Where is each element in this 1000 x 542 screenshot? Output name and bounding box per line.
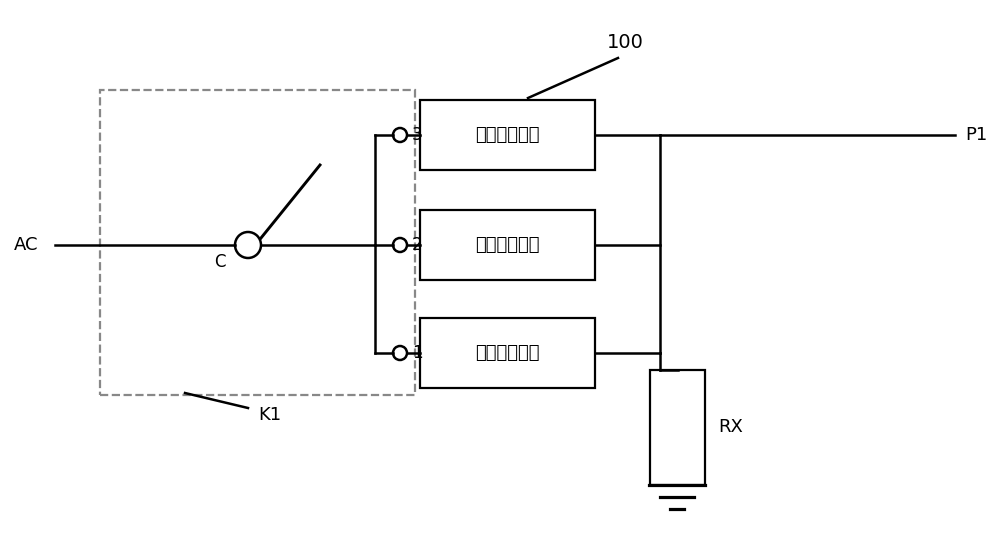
- Text: P1: P1: [965, 126, 987, 144]
- Bar: [100, 90, 415, 395]
- Bar: [420, 100, 595, 170]
- Text: AC: AC: [14, 236, 38, 254]
- Bar: [650, 370, 705, 485]
- Text: 1: 1: [412, 344, 423, 362]
- Text: 电压输入电路: 电压输入电路: [475, 236, 540, 254]
- Text: RX: RX: [718, 418, 743, 436]
- Bar: [420, 210, 595, 280]
- Text: K1: K1: [258, 406, 281, 424]
- Bar: [420, 318, 595, 388]
- Text: 电压输入电路: 电压输入电路: [475, 126, 540, 144]
- Text: 3: 3: [412, 126, 423, 144]
- Text: C: C: [214, 253, 226, 271]
- Text: 2: 2: [412, 236, 423, 254]
- Text: 电压输入电路: 电压输入电路: [475, 344, 540, 362]
- Text: 100: 100: [607, 33, 643, 51]
